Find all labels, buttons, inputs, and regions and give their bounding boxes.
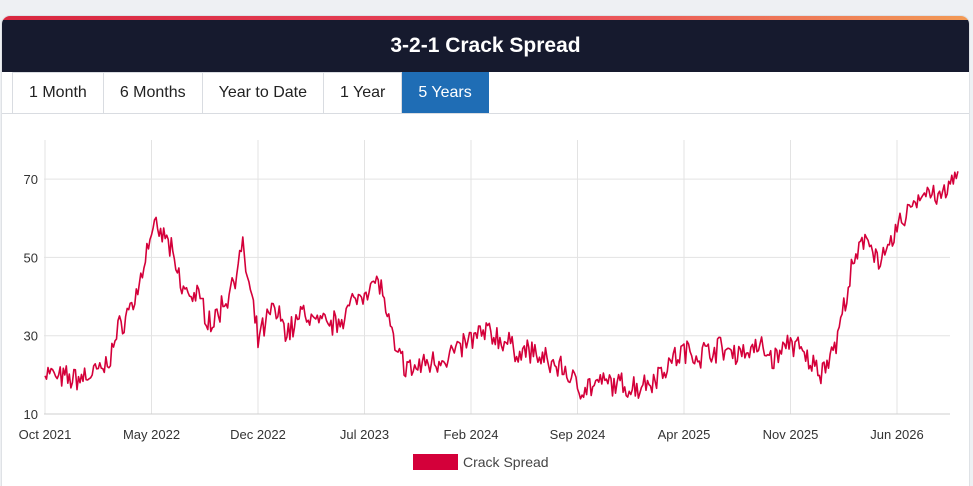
tabs-divider	[2, 113, 969, 114]
series-line-crack-spread	[44, 171, 959, 400]
tab-year-to-date[interactable]: Year to Date	[202, 72, 324, 114]
tab-5-years[interactable]: 5 Years	[402, 72, 489, 114]
x-tick-label: May 2022	[123, 427, 180, 442]
x-tick-label: Jul 2023	[340, 427, 389, 442]
legend-label: Crack Spread	[463, 454, 549, 470]
y-tick-label: 50	[24, 250, 38, 265]
x-tick-label: Oct 2021	[19, 427, 72, 442]
legend-swatch	[413, 454, 458, 470]
range-tabs: 1 Month 6 Months Year to Date 1 Year 5 Y…	[12, 72, 489, 114]
chart-title: 3-2-1 Crack Spread	[390, 34, 581, 57]
x-tick-label: Apr 2025	[658, 427, 711, 442]
x-tick-label: Feb 2024	[444, 427, 499, 442]
title-bar: 3-2-1 Crack Spread	[2, 20, 969, 72]
chart-card: 3-2-1 Crack Spread 1 Month 6 Months Year…	[2, 16, 969, 486]
x-tick-label: Dec 2022	[230, 427, 286, 442]
y-tick-label: 30	[24, 329, 38, 344]
x-tick-label: Jun 2026	[870, 427, 924, 442]
tab-6-months[interactable]: 6 Months	[103, 72, 203, 114]
y-tick-label: 70	[24, 172, 38, 187]
x-tick-label: Nov 2025	[763, 427, 819, 442]
tab-1-year[interactable]: 1 Year	[323, 72, 403, 114]
y-tick-label: 10	[24, 407, 38, 422]
accent-strip	[2, 16, 969, 20]
x-tick-label: Sep 2024	[550, 427, 606, 442]
tab-1-month[interactable]: 1 Month	[12, 72, 104, 114]
